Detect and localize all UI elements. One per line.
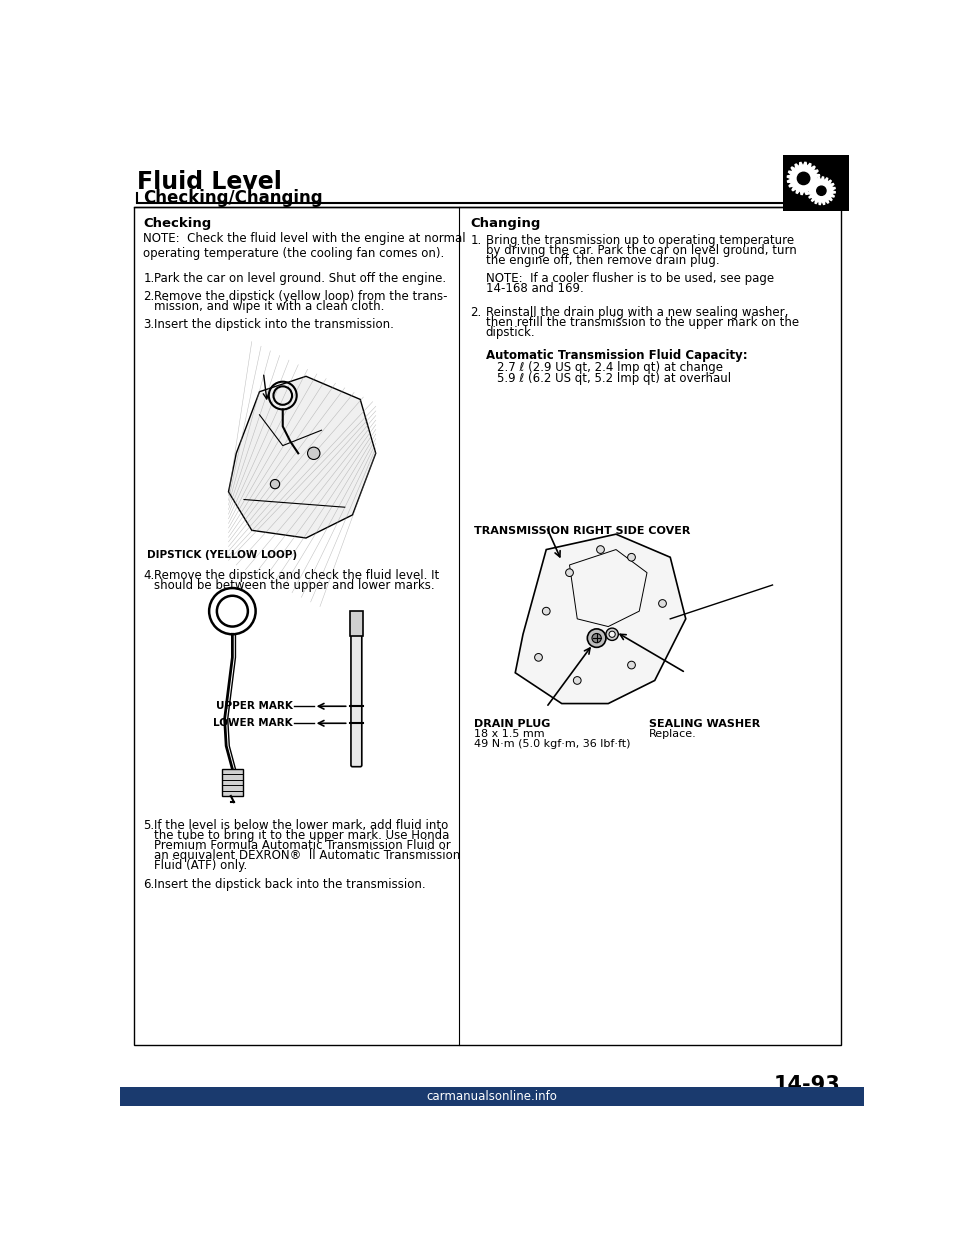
Text: Premium Formula Automatic Transmission Fluid or: Premium Formula Automatic Transmission F… [155,839,451,853]
Circle shape [596,546,605,553]
Text: DRAIN PLUG: DRAIN PLUG [474,718,550,728]
Text: TRANSMISSION RIGHT SIDE COVER: TRANSMISSION RIGHT SIDE COVER [474,527,690,537]
FancyBboxPatch shape [782,155,849,211]
Text: SEALING WASHER: SEALING WASHER [649,718,759,728]
Text: 6.: 6. [143,878,155,890]
FancyBboxPatch shape [134,206,841,1044]
Circle shape [573,676,581,685]
Text: dipstick.: dipstick. [486,326,536,339]
Text: 49 N·m (5.0 kgf·m, 36 lbf·ft): 49 N·m (5.0 kgf·m, 36 lbf·ft) [474,740,631,750]
Circle shape [588,629,606,648]
Text: then refill the transmission to the upper mark on the: then refill the transmission to the uppe… [486,316,799,329]
Circle shape [817,186,826,195]
Text: Changing: Changing [470,218,540,230]
Circle shape [565,569,573,577]
Circle shape [628,661,636,669]
Polygon shape [228,377,375,538]
Text: 2.7 ℓ (2.9 US qt, 2.4 lmp qt) at change: 2.7 ℓ (2.9 US qt, 2.4 lmp qt) at change [497,360,724,374]
FancyBboxPatch shape [222,769,243,796]
Text: Remove the dipstick and check the fluid level. It: Remove the dipstick and check the fluid … [155,569,440,582]
Circle shape [659,599,666,608]
Text: DIPSTICK (YELLOW LOOP): DIPSTICK (YELLOW LOOP) [147,549,298,559]
Text: Fluid Level: Fluid Level [137,169,282,194]
FancyBboxPatch shape [350,612,363,636]
Text: 14-93: 14-93 [774,1075,841,1095]
Text: Fluid (ATF) only.: Fluid (ATF) only. [155,859,248,873]
Text: 4.: 4. [143,569,155,582]
Text: Checking/Changing: Checking/Changing [143,189,323,206]
Text: UPPER MARK: UPPER MARK [216,701,293,711]
Text: NOTE:  Check the fluid level with the engine at normal
operating temperature (th: NOTE: Check the fluid level with the eng… [143,232,466,260]
Text: 2.: 2. [470,306,482,319]
Text: an equivalent DEXRON®  ll Automatic Transmission: an equivalent DEXRON® ll Automatic Trans… [155,849,461,863]
FancyBboxPatch shape [351,633,362,767]
Text: 14-168 and 169.: 14-168 and 169. [486,282,584,296]
Text: Remove the dipstick (yellow loop) from the trans-: Remove the dipstick (yellow loop) from t… [155,290,447,303]
Circle shape [307,447,320,460]
Text: 18 x 1.5 mm: 18 x 1.5 mm [474,728,544,740]
Circle shape [542,608,550,615]
Text: Bring the transmission up to operating temperature: Bring the transmission up to operating t… [486,234,794,247]
Text: Reinstall the drain plug with a new sealing washer,: Reinstall the drain plug with a new seal… [486,306,788,319]
Text: Park the car on level ground. Shut off the engine.: Park the car on level ground. Shut off t… [155,272,446,286]
Text: LOWER MARK: LOWER MARK [213,718,293,728]
Circle shape [798,173,809,184]
Text: 5.: 5. [143,819,155,832]
Circle shape [592,634,601,643]
Text: If the level is below the lower mark, add fluid into: If the level is below the lower mark, ad… [155,819,448,832]
Text: Checking: Checking [143,218,211,230]
Text: by driving the car. Park the car on level ground, turn: by driving the car. Park the car on leve… [486,244,797,257]
Text: 2.: 2. [143,290,155,303]
Text: 5.9 ℓ (6.2 US qt, 5.2 lmp qt) at overhaul: 5.9 ℓ (6.2 US qt, 5.2 lmp qt) at overhau… [497,372,732,384]
Circle shape [535,654,542,661]
Polygon shape [787,163,820,195]
Circle shape [609,631,615,638]
FancyBboxPatch shape [120,1088,864,1106]
Text: 1.: 1. [470,234,482,247]
Circle shape [606,628,618,640]
Polygon shape [807,177,835,205]
Text: the engine off, then remove drain plug.: the engine off, then remove drain plug. [486,254,719,267]
Text: Replace.: Replace. [649,728,696,740]
Text: mission, and wipe it with a clean cloth.: mission, and wipe it with a clean cloth. [155,300,384,313]
Text: carmanualsonline.info: carmanualsonline.info [426,1090,558,1103]
Text: should be between the upper and lower marks.: should be between the upper and lower ma… [155,579,435,592]
Text: NOTE:  If a cooler flusher is to be used, see page: NOTE: If a cooler flusher is to be used,… [486,272,774,286]
Text: Automatic Transmission Fluid Capacity:: Automatic Transmission Fluid Capacity: [486,348,748,362]
Circle shape [628,553,636,561]
Text: the tube to bring it to the upper mark. Use Honda: the tube to bring it to the upper mark. … [155,829,449,842]
Circle shape [271,480,279,488]
Polygon shape [516,534,685,704]
Text: 3.: 3. [143,318,155,331]
Text: Insert the dipstick into the transmission.: Insert the dipstick into the transmissio… [155,318,394,331]
Text: 1.: 1. [143,272,155,286]
Text: Insert the dipstick back into the transmission.: Insert the dipstick back into the transm… [155,878,425,890]
